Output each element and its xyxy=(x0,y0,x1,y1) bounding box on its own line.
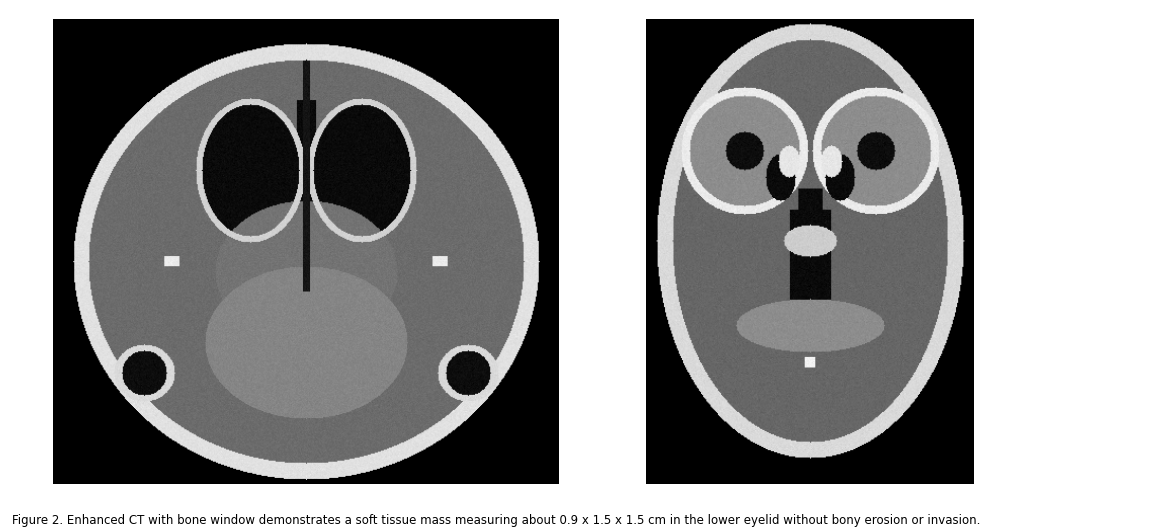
Text: Figure 2. Enhanced CT with bone window demonstrates a soft tissue mass measuring: Figure 2. Enhanced CT with bone window d… xyxy=(12,514,981,527)
Text: A: A xyxy=(63,32,76,51)
Text: B: B xyxy=(653,32,665,51)
